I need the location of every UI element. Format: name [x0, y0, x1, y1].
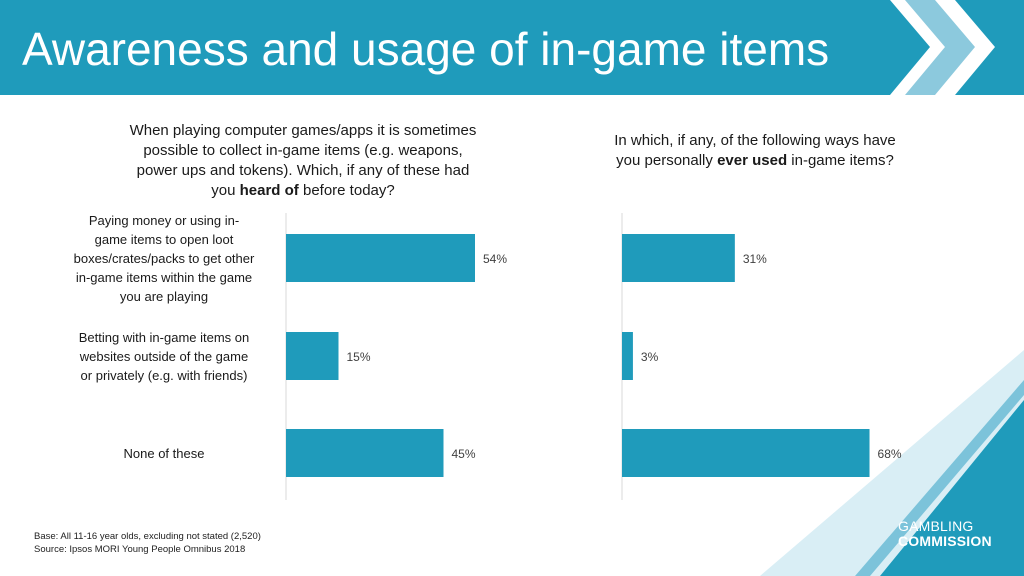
- footnote-source: Source: Ipsos MORI Young People Omnibus …: [34, 544, 246, 555]
- chart-category-label-1-line-4: in-game items within the game: [76, 270, 252, 285]
- chart-2-bar-2: [622, 332, 633, 380]
- header-chevron-right: [955, 0, 1024, 95]
- chart-1-bar-1: [286, 234, 475, 282]
- chart-2-bar-3: [622, 429, 870, 477]
- chart-2-bar-1: [622, 234, 735, 282]
- chart-category-label-1-line-5: you are playing: [120, 289, 208, 304]
- header-chevron-mid: [905, 0, 975, 95]
- header-background: [0, 0, 1024, 95]
- question-ever-used: In which, if any, of the following ways …: [614, 132, 896, 169]
- decor-stripe: [855, 380, 1024, 576]
- chart-category-label-3-line-1: None of these: [124, 446, 205, 461]
- chart-category-label-1-line-2: game items to open loot: [95, 232, 234, 247]
- chart-category-label-2-line-1: Betting with in-game items on: [79, 330, 250, 345]
- footnote: Base: All 11-16 year olds, excluding not…: [34, 530, 261, 556]
- chart-1-data-label-1: 54%: [483, 252, 507, 266]
- chart-category-label-1-line-3: boxes/crates/packs to get other: [74, 251, 255, 266]
- chart-2-data-label-1: 31%: [743, 252, 767, 266]
- chart-category-label-2-line-2: websites outside of the game: [79, 349, 248, 364]
- chart-category-label-1-line-1: Paying money or using in-: [89, 213, 239, 228]
- header-band: Awareness and usage of in-game items: [0, 0, 1024, 95]
- gambling-commission-logo: GAMBLING COMMISSION: [898, 519, 992, 549]
- page-title: Awareness and usage of in-game items: [22, 23, 830, 75]
- chart-category-label-2-line-3: or privately (e.g. with friends): [81, 368, 248, 383]
- chart-2-data-label-2: 3%: [641, 350, 659, 364]
- header-arrow-shape: [0, 0, 930, 95]
- chart-1-data-label-2: 15%: [347, 350, 371, 364]
- chart-1-bar-2: [286, 332, 339, 380]
- question-heard-of: When playing computer games/apps it is s…: [129, 122, 477, 199]
- footnote-base: Base: All 11-16 year olds, excluding not…: [34, 531, 261, 542]
- chart-2-data-label-3: 68%: [878, 447, 902, 461]
- chart-1-data-label-3: 45%: [452, 447, 476, 461]
- chart-1-bar-3: [286, 429, 444, 477]
- decor-dark-triangle: [880, 400, 1024, 576]
- logo-line2: COMMISSION: [898, 533, 992, 549]
- logo-line1: GAMBLING: [898, 518, 974, 534]
